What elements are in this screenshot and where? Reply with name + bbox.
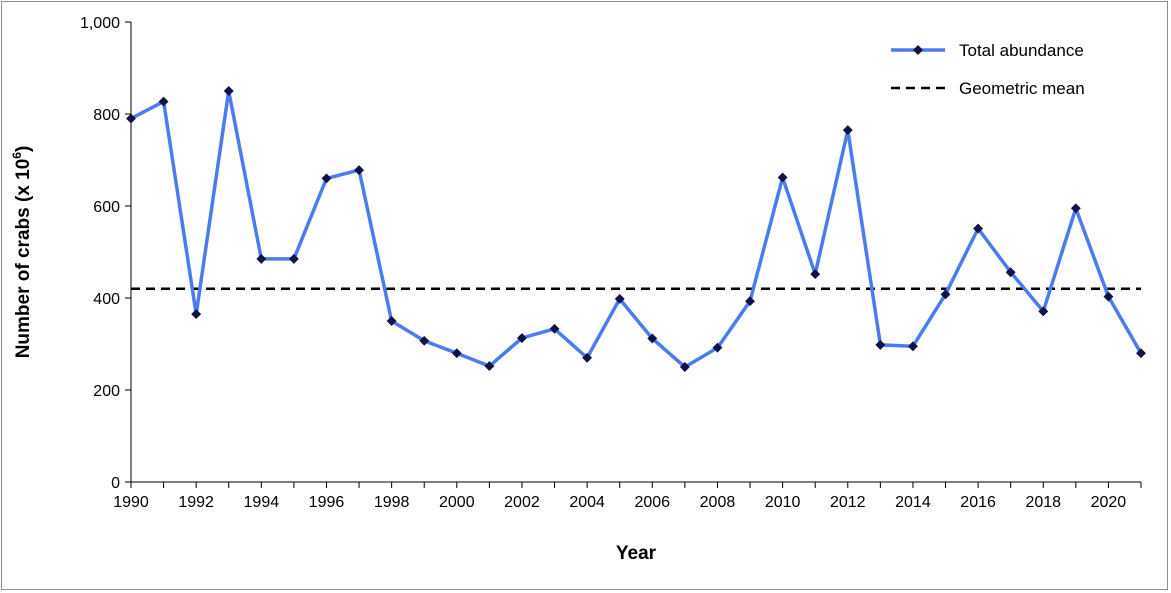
x-axis-title: Year <box>616 543 657 564</box>
y-axis-title-main: Number of crabs (x 10 <box>13 159 34 359</box>
x-tick-label: 2008 <box>700 494 736 511</box>
y-axis-title-end: ) <box>13 146 34 152</box>
x-tick-label: 1990 <box>113 494 149 511</box>
total-abundance-line <box>130 89 1143 369</box>
x-tick-label: 2010 <box>765 494 801 511</box>
legend-marker-total-abundance <box>913 45 923 55</box>
total-abundance-point <box>1038 306 1049 317</box>
total-abundance-point <box>647 333 658 344</box>
y-axis-title-superscript: 6 <box>10 152 24 159</box>
total-abundance-point <box>907 341 918 352</box>
total-abundance-point <box>354 165 365 176</box>
total-abundance-point <box>549 323 560 334</box>
y-tick-label: 800 <box>93 107 120 124</box>
legend: Total abundance Geometric mean <box>891 41 1085 98</box>
total-abundance-point <box>484 361 495 372</box>
total-abundance-point <box>810 269 821 280</box>
x-tick-label: 1998 <box>374 494 410 511</box>
x-tick-label: 2016 <box>960 494 996 511</box>
total-abundance-point <box>191 309 202 320</box>
y-ticks: 0 200 400 600 800 1,000 <box>80 15 131 492</box>
x-tick-label: 2000 <box>439 494 475 511</box>
total-abundance-point <box>1103 291 1114 302</box>
total-abundance-point <box>321 173 332 184</box>
y-tick-label: 200 <box>93 383 120 400</box>
total-abundance-point <box>582 352 593 363</box>
total-abundance-point <box>223 86 234 96</box>
total-abundance-point <box>126 113 136 124</box>
total-abundance-point <box>679 362 690 372</box>
x-tick-label: 2006 <box>634 494 670 511</box>
total-abundance-point <box>1070 203 1081 214</box>
total-abundance-point <box>256 253 267 264</box>
total-abundance-point <box>973 223 984 234</box>
total-abundance-point <box>614 293 625 304</box>
total-abundance-point <box>386 316 397 326</box>
x-tick-label: 2020 <box>1091 494 1127 511</box>
legend-label-geometric-mean: Geometric mean <box>959 79 1085 98</box>
x-tick-label: 1994 <box>244 494 280 511</box>
total-abundance-point <box>745 296 755 307</box>
y-tick-label: 400 <box>93 291 120 308</box>
x-tick-label: 1996 <box>309 494 345 511</box>
total-abundance-point <box>712 342 723 353</box>
legend-label-total-abundance: Total abundance <box>959 41 1084 60</box>
total-abundance-point <box>158 96 169 107</box>
y-axis-title: Number of crabs (x 106) <box>10 146 34 359</box>
legend-item-total-abundance: Total abundance <box>891 41 1084 60</box>
total-abundance-point <box>288 253 299 264</box>
total-abundance-point <box>777 172 788 183</box>
y-tick-label: 1,000 <box>80 15 120 32</box>
x-tick-label: 2004 <box>569 494 605 511</box>
total-abundance-point <box>517 333 527 343</box>
x-tick-label: 1992 <box>178 494 214 511</box>
axes <box>130 22 1141 483</box>
legend-item-geometric-mean: Geometric mean <box>891 79 1085 98</box>
total-abundance-point <box>419 335 430 346</box>
total-abundance-point <box>1005 267 1016 278</box>
x-tick-label: 2018 <box>1025 494 1061 511</box>
series-layer <box>126 86 1146 372</box>
y-tick-label: 0 <box>111 475 120 492</box>
y-tick-label: 600 <box>93 199 120 216</box>
x-tick-label: 2002 <box>504 494 540 511</box>
x-tick-label: 2014 <box>895 494 931 511</box>
x-tick-label: 2012 <box>830 494 866 511</box>
total-abundance-point <box>940 289 951 300</box>
total-abundance-point <box>1136 348 1146 359</box>
total-abundance-point <box>875 339 886 350</box>
x-ticks: 1990 1992 1994 1996 1998 2000 2002 2004 2006 2008… <box>113 482 1142 511</box>
total-abundance-point <box>451 348 462 359</box>
total-abundance-point <box>842 125 853 136</box>
